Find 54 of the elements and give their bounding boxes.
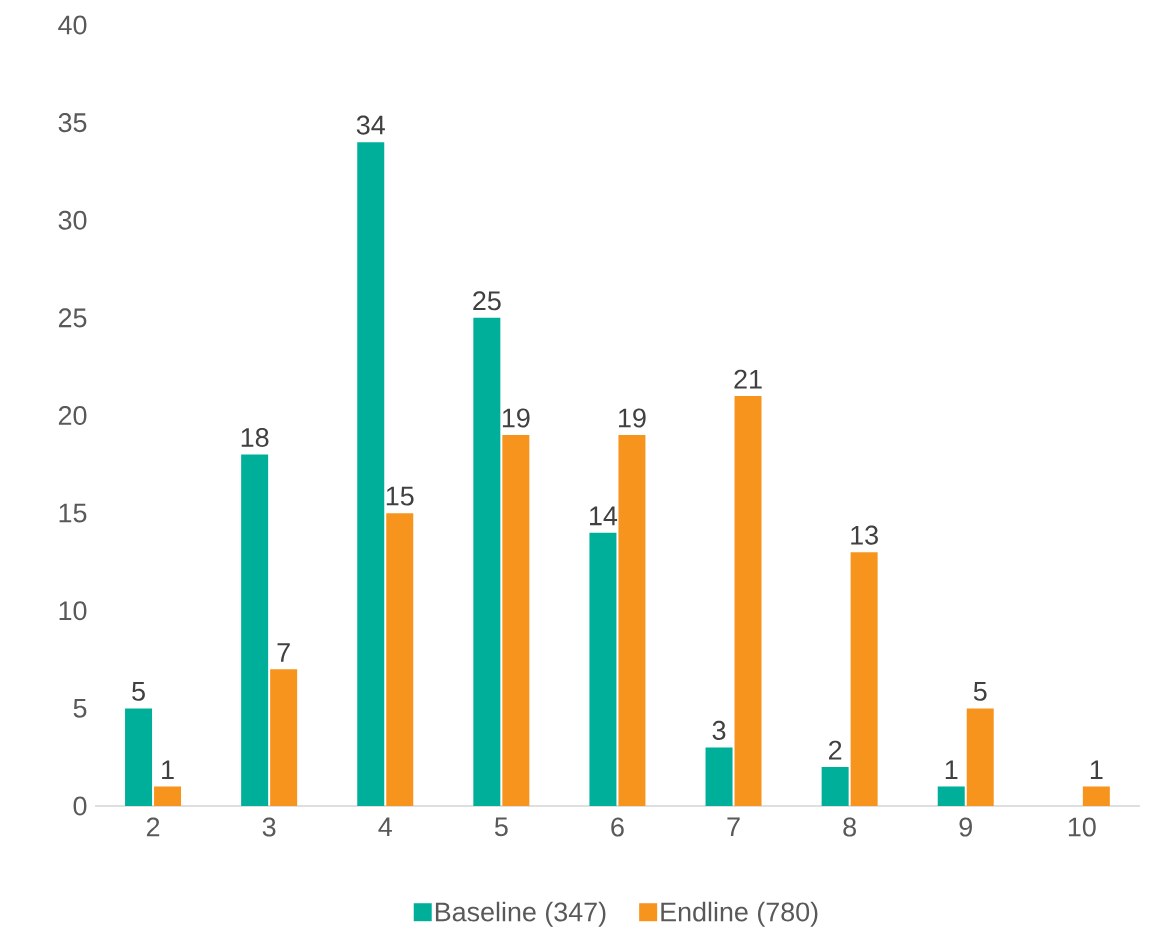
- data-label: 25: [473, 291, 501, 311]
- y-tick-label: 20: [58, 405, 87, 426]
- bar: [241, 454, 269, 806]
- x-tick-label: 4: [378, 817, 392, 837]
- bar: [734, 395, 762, 806]
- data-label: 34: [356, 115, 385, 135]
- data-label: 1: [1090, 760, 1103, 779]
- data-label: 13: [851, 525, 878, 545]
- x-tick-label: 8: [843, 817, 856, 837]
- data-label: 7: [277, 643, 290, 662]
- bar: [386, 513, 414, 806]
- data-label: 15: [386, 486, 414, 506]
- data-label: 3: [712, 720, 726, 740]
- y-tick-label: 10: [59, 601, 87, 621]
- x-tick-label: 7: [727, 817, 740, 837]
- y-tick-label: 35: [58, 113, 87, 133]
- data-label: 1: [945, 760, 958, 779]
- bar: [1082, 786, 1110, 806]
- bar: [125, 708, 153, 806]
- bar: [821, 766, 849, 806]
- bar: [357, 142, 385, 806]
- x-tick-label: 5: [494, 817, 508, 837]
- y-tick-label: 40: [58, 15, 87, 35]
- data-label: 21: [734, 369, 762, 389]
- y-tick-label: 5: [73, 698, 87, 718]
- data-label: 14: [590, 506, 618, 526]
- x-tick-label: 10: [1068, 817, 1096, 837]
- y-tick-label: 0: [73, 796, 87, 816]
- legend-label: Baseline (347): [435, 901, 606, 927]
- bar: [850, 552, 878, 806]
- data-label: 19: [502, 408, 530, 428]
- data-label: 5: [132, 682, 145, 701]
- x-tick-label: 2: [146, 817, 160, 837]
- data-label: 18: [241, 427, 269, 448]
- bar: [705, 747, 733, 806]
- data-label: 2: [829, 740, 842, 760]
- y-tick-label: 25: [58, 308, 87, 328]
- x-tick-label: 6: [611, 817, 624, 837]
- bar: [473, 317, 501, 806]
- bar: [154, 786, 182, 806]
- y-tick-label: 30: [58, 210, 87, 230]
- x-tick-label: 3: [262, 817, 276, 837]
- y-tick-label: 15: [59, 503, 87, 523]
- bar: [618, 435, 646, 806]
- data-label: 19: [619, 408, 646, 428]
- bar: [502, 435, 530, 806]
- bar: [270, 669, 298, 806]
- bar: [937, 786, 965, 806]
- legend-label: Endline (780): [661, 901, 818, 927]
- bar: [966, 708, 994, 806]
- x-tick-label: 9: [959, 817, 972, 837]
- bar: [589, 532, 617, 806]
- data-label: 5: [973, 682, 987, 701]
- data-label: 1: [162, 760, 174, 779]
